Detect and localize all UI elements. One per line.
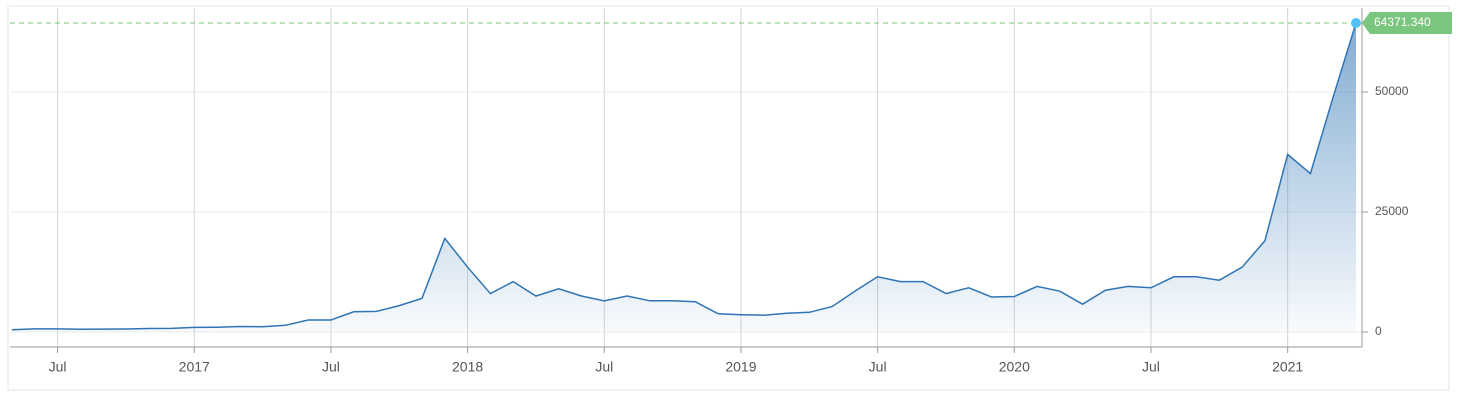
y-tick-label: 25000 (1375, 204, 1409, 218)
line (11, 22, 1357, 331)
x-tick-label: 2020 (999, 359, 1030, 375)
y-tick-label: 0 (1375, 324, 1382, 338)
x-tick-label: Jul (595, 359, 613, 375)
last-value-tag (1362, 12, 1452, 35)
y-tick-label: 50000 (1375, 84, 1409, 98)
x-tick-label: 2018 (452, 359, 483, 375)
x-tick-label: Jul (869, 359, 887, 375)
x-tick-label: 2021 (1272, 359, 1303, 375)
x-tick-label: Jul (1142, 359, 1160, 375)
x-tick-label: 2017 (179, 359, 210, 375)
x-tick-label: Jul (322, 359, 340, 375)
x-tick-label: 2019 (725, 359, 756, 375)
x-tick-label: Jul (49, 359, 67, 375)
area (12, 23, 1356, 332)
last-point (1351, 18, 1361, 29)
last-value-label: 64371.340 (1374, 15, 1431, 29)
